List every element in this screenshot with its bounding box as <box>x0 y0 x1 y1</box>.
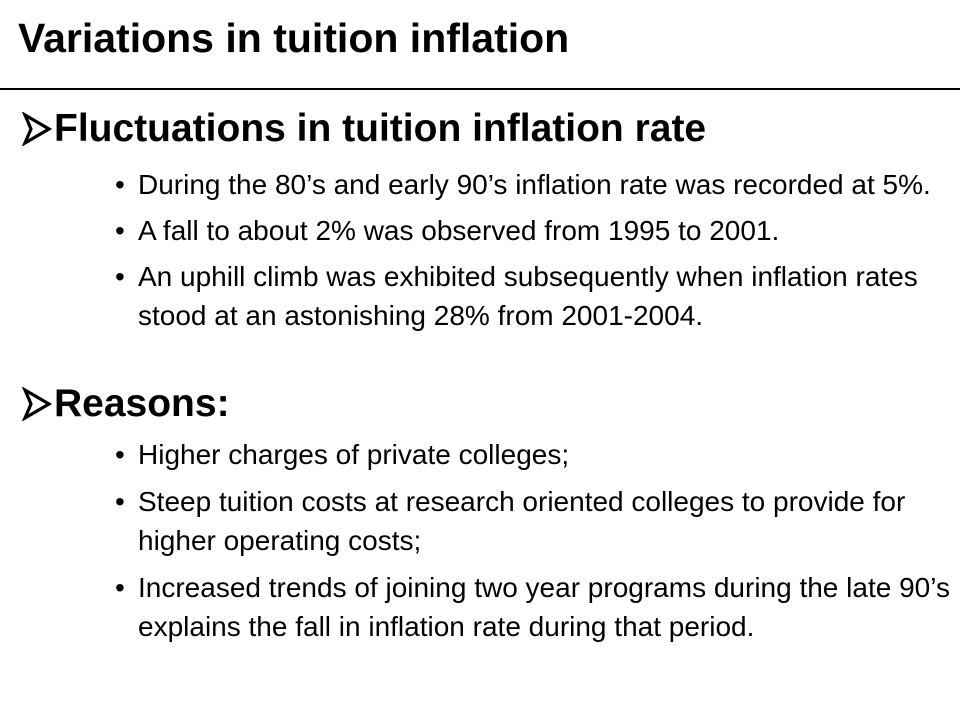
list-item: • Increased trends of joining two year p… <box>115 568 952 646</box>
list-item: • An uphill climb was exhibited subseque… <box>115 257 952 335</box>
section-heading: Reasons: <box>22 382 952 426</box>
bullet-list: • During the 80’s and early 90’s inflati… <box>22 165 952 335</box>
bullet-dot-icon: • <box>115 261 125 292</box>
section-heading-text: Reasons: <box>54 382 230 425</box>
bullet-list: • Higher charges of private colleges; • … <box>22 435 952 646</box>
section-heading: Fluctuations in tuition inflation rate <box>22 107 952 151</box>
list-item: • During the 80’s and early 90’s inflati… <box>115 165 952 204</box>
bullet-text: Higher charges of private colleges; <box>138 439 570 470</box>
arrow-bullet-icon <box>22 387 52 421</box>
bullet-text: An uphill climb was exhibited subsequent… <box>138 261 918 331</box>
bullet-text: A fall to about 2% was observed from 199… <box>138 215 780 246</box>
bullet-dot-icon: • <box>115 486 125 517</box>
title-divider <box>0 88 960 90</box>
section-heading-text: Fluctuations in tuition inflation rate <box>54 107 707 150</box>
bullet-text: Increased trends of joining two year pro… <box>138 572 950 642</box>
arrow-bullet-icon <box>22 112 52 146</box>
section-fluctuations: Fluctuations in tuition inflation rate •… <box>22 107 952 335</box>
slide-title: Variations in tuition inflation <box>18 15 570 61</box>
bullet-dot-icon: • <box>115 215 125 246</box>
bullet-text: Steep tuition costs at research oriented… <box>138 486 906 556</box>
list-item: • Steep tuition costs at research orient… <box>115 482 952 560</box>
bullet-dot-icon: • <box>115 439 125 470</box>
bullet-text: During the 80’s and early 90’s inflation… <box>138 169 931 200</box>
bullet-dot-icon: • <box>115 169 125 200</box>
bullet-dot-icon: • <box>115 572 125 603</box>
list-item: • Higher charges of private colleges; <box>115 435 952 474</box>
section-reasons: Reasons: • Higher charges of private col… <box>22 382 952 646</box>
list-item: • A fall to about 2% was observed from 1… <box>115 211 952 250</box>
